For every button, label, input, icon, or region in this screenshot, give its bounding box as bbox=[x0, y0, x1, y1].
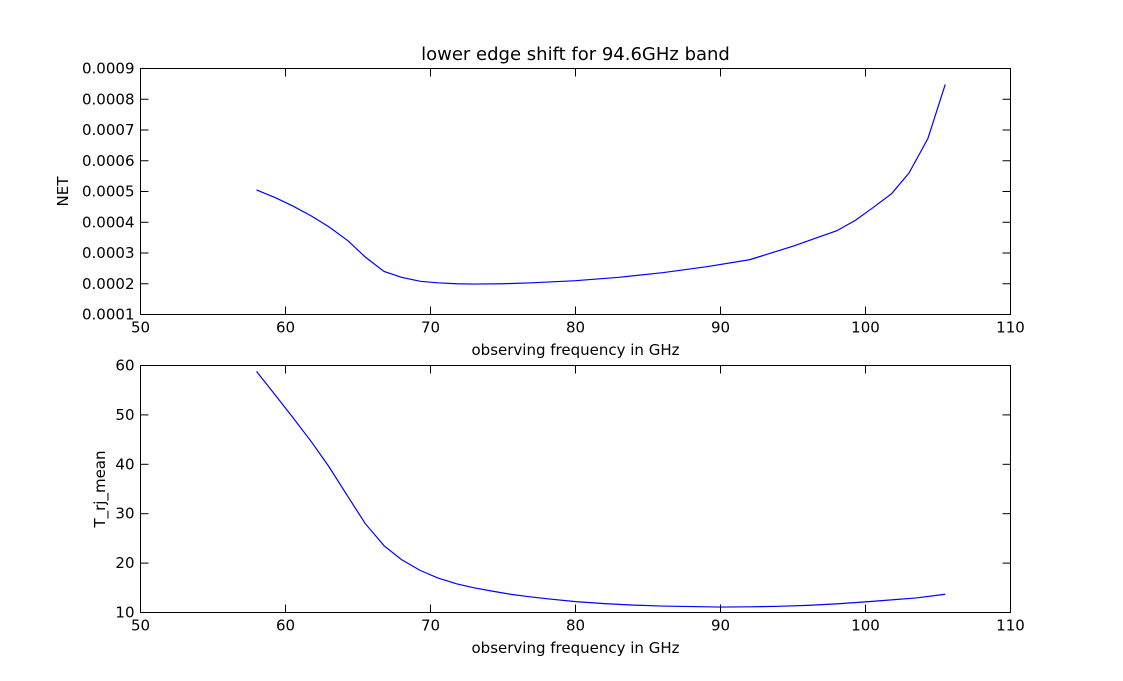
net-chart: lower edge shift for 94.6GHz band 50 60 70… bbox=[54, 44, 1025, 359]
x-tick-label: 80 bbox=[566, 617, 585, 635]
x-tick-label: 50 bbox=[131, 617, 150, 635]
y-tick-label: 0.0005 bbox=[82, 183, 135, 201]
y-tick-label: 0.0007 bbox=[82, 121, 135, 139]
y-tick-label: 0.0006 bbox=[82, 152, 135, 170]
tick-group: 50 60 70 80 90 100 110 0.0001 0.0002 0.0003 0.0004… bbox=[82, 60, 1025, 337]
y-axis-label: T_rj_mean bbox=[91, 450, 110, 528]
chart-title: lower edge shift for 94.6GHz band bbox=[421, 44, 730, 65]
x-tick-label: 60 bbox=[276, 319, 295, 337]
y-axis-label: NET bbox=[54, 176, 72, 207]
x-tick-label: 60 bbox=[276, 617, 295, 635]
x-axis-label: observing frequency in GHz bbox=[472, 639, 680, 657]
t-rj-mean-series-line bbox=[256, 371, 946, 608]
x-tick-label: 100 bbox=[851, 617, 880, 635]
y-tick-label: 10 bbox=[115, 604, 134, 622]
x-axis-label: observing frequency in GHz bbox=[472, 341, 680, 359]
x-tick-label: 90 bbox=[711, 319, 730, 337]
net-series-line bbox=[256, 84, 946, 285]
x-tick-label: 110 bbox=[996, 617, 1025, 635]
y-tick-label: 40 bbox=[115, 455, 134, 473]
y-tick-label: 0.0002 bbox=[82, 275, 135, 293]
t-rj-mean-chart: 50 60 70 80 90 100 110 10 20 30 40 50 60 observing f… bbox=[91, 357, 1025, 658]
y-tick-label: 0.0001 bbox=[82, 306, 135, 324]
x-tick-label: 50 bbox=[131, 319, 150, 337]
x-tick-label: 100 bbox=[851, 319, 880, 337]
y-tick-label: 20 bbox=[115, 554, 134, 572]
x-tick-label: 110 bbox=[996, 319, 1025, 337]
plot-frame bbox=[140, 68, 1011, 315]
y-tick-label: 0.0008 bbox=[82, 90, 135, 108]
y-tick-label: 60 bbox=[115, 357, 134, 375]
y-tick-label: 30 bbox=[115, 505, 134, 523]
plot-frame bbox=[140, 365, 1011, 613]
x-tick-label: 70 bbox=[421, 617, 440, 635]
tick-group: 50 60 70 80 90 100 110 10 20 30 40 50 60 bbox=[115, 357, 1024, 635]
y-tick-label: 0.0003 bbox=[82, 244, 135, 262]
x-tick-label: 70 bbox=[421, 319, 440, 337]
y-tick-label: 0.0004 bbox=[82, 213, 135, 231]
x-tick-label: 90 bbox=[711, 617, 730, 635]
y-tick-label: 50 bbox=[115, 406, 134, 424]
y-tick-label: 0.0009 bbox=[82, 60, 135, 78]
x-tick-label: 80 bbox=[566, 319, 585, 337]
